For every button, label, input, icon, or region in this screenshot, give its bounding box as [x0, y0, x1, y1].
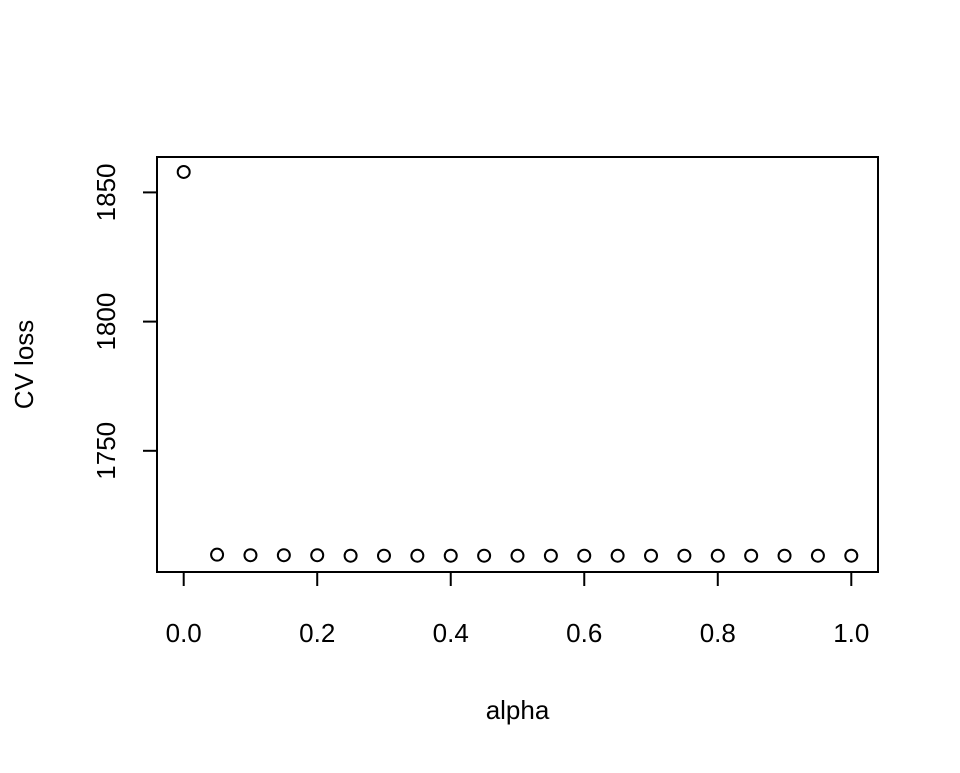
data-point — [210, 547, 225, 562]
data-point — [744, 548, 759, 563]
x-tick-label: 0.0 — [166, 618, 202, 648]
x-tick-label: 0.6 — [566, 618, 602, 648]
x-axis: 0.0 0.2 0.4 0.6 0.8 1.0 — [166, 571, 869, 648]
data-point — [410, 548, 425, 563]
x-tick-label: 0.2 — [299, 618, 335, 648]
data-point — [844, 548, 859, 563]
y-tick-label: 1750 — [91, 422, 121, 480]
data-point — [477, 548, 492, 563]
data-point — [644, 548, 659, 563]
y-axis: 1750 1800 1850 — [91, 163, 158, 480]
x-tick-label: 1.0 — [833, 618, 869, 648]
data-point — [443, 548, 458, 563]
data-point — [677, 548, 692, 563]
data-point — [543, 548, 558, 563]
data-point — [243, 548, 258, 563]
plot-frame — [156, 156, 879, 573]
data-point — [176, 164, 191, 179]
x-tick-label: 0.4 — [433, 618, 469, 648]
data-point — [810, 548, 825, 563]
data-point — [710, 548, 725, 563]
data-point — [276, 548, 291, 563]
x-axis-title: alpha — [486, 695, 550, 725]
data-point — [777, 548, 792, 563]
data-points — [176, 164, 859, 563]
x-tick-label: 0.8 — [700, 618, 736, 648]
data-point — [510, 548, 525, 563]
data-point — [577, 548, 592, 563]
y-tick-label: 1850 — [91, 163, 121, 221]
data-point — [310, 548, 325, 563]
data-point — [376, 548, 391, 563]
data-point — [343, 548, 358, 563]
y-axis-title: CV loss — [9, 320, 39, 410]
y-tick-label: 1800 — [91, 293, 121, 351]
data-point — [610, 548, 625, 563]
